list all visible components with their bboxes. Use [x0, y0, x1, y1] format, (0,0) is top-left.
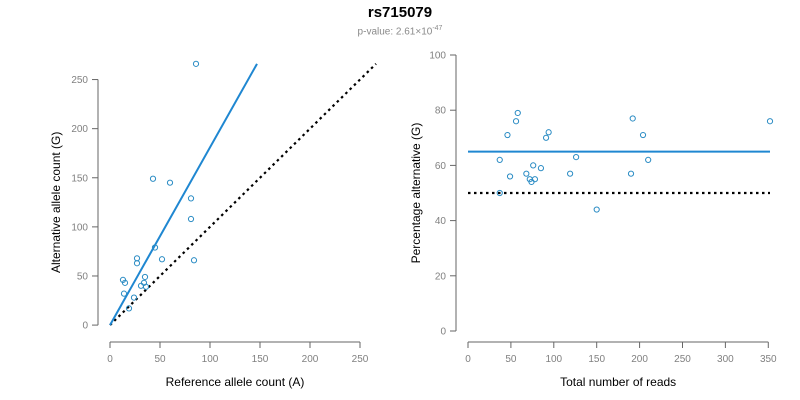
panel2-data-point: [504, 131, 511, 139]
panel2-data-point: [542, 134, 550, 141]
panel1-data-point: [130, 294, 138, 301]
panel1-data-point: [190, 257, 198, 264]
panel2-data-point: [627, 170, 635, 177]
panel1-data-point: [192, 60, 200, 67]
panel1-data-point: [121, 279, 129, 286]
panel2-y-tick-label: 0: [440, 327, 446, 338]
p-value-exponent: -47: [432, 25, 443, 32]
panel2-x-tick-label: 50: [505, 354, 517, 365]
panel1-x-tick-label: 200: [302, 354, 319, 365]
panel2-data-point: [766, 118, 774, 125]
panel1-data-point: [149, 175, 157, 182]
panel2-y-tick-label: 100: [429, 51, 446, 62]
panel2-data-point: [639, 131, 647, 139]
panel1-x-tick-label: 150: [252, 354, 269, 365]
panel1-y-tick-label: 150: [71, 173, 88, 184]
panel2-y-tick-label: 20: [435, 271, 447, 282]
panel1-x-tick-label: 0: [107, 354, 113, 365]
panel2-y-tick-label: 40: [435, 216, 447, 227]
panel2-x-tick-label: 200: [631, 354, 648, 365]
panel2-data-point: [523, 170, 530, 177]
panel2-y-tick-label: 80: [435, 106, 447, 117]
panel1-data-point: [125, 305, 133, 312]
panel1-x-tick-label: 50: [154, 354, 166, 365]
panel1-x-tick-label: 100: [202, 354, 219, 365]
panel2-data-point: [537, 165, 545, 172]
panel1-data-point: [187, 215, 195, 223]
panel2-x-tick-label: 250: [674, 354, 691, 365]
panel2-data-point: [496, 189, 503, 197]
panel1-y-tick-label: 200: [71, 124, 88, 135]
panel1-x-tick-label: 250: [352, 354, 369, 365]
panel2-y-tick-label: 60: [435, 161, 447, 172]
panel2-x-tick-label: 300: [717, 354, 734, 365]
panel2-data-point: [496, 156, 503, 163]
panel1-y-axis-title: Alternative allele count (G): [49, 132, 63, 273]
panel2-data-point: [566, 170, 574, 177]
panel2-data-point: [573, 154, 580, 161]
panel1-data-point: [151, 244, 159, 251]
panel2-data-point: [645, 156, 652, 163]
panel2-data-point: [530, 162, 537, 169]
panel2-data-point: [512, 118, 520, 125]
panel2-data-point: [506, 173, 514, 180]
chart-title: rs715079: [367, 4, 433, 21]
panel2-data-point: [514, 109, 521, 117]
panel1-y-tick-label: 0: [82, 321, 88, 332]
panel1-reference-line: [109, 63, 377, 326]
panel1-fit-line: [109, 63, 258, 326]
panel1-data-point: [141, 273, 149, 281]
panel2-y-axis-title: Percentage alternative (G): [409, 123, 423, 264]
panel1-data-point: [137, 282, 145, 289]
panel2-x-tick-label: 150: [588, 354, 605, 365]
panel2-x-axis-title: Total number of reads: [560, 375, 676, 389]
panel1-data-point: [187, 195, 195, 202]
panel1-data-point: [166, 179, 174, 186]
panel1-data-point: [142, 283, 150, 290]
panel2-data-point: [629, 115, 636, 122]
panel2-x-tick-label: 0: [465, 354, 471, 365]
panel1-y-tick-label: 50: [77, 271, 89, 282]
panel1-y-tick-label: 100: [71, 222, 88, 233]
panel2-data-point: [545, 129, 552, 136]
panel1-y-tick-label: 250: [71, 75, 88, 86]
panel1-x-axis-title: Reference allele count (A): [166, 375, 305, 389]
panel2-x-tick-label: 100: [545, 354, 562, 365]
chart-subtitle: p-value: 2.61×10-47: [0, 25, 800, 37]
p-value-text: p-value: 2.61×10: [357, 26, 433, 38]
panel2-data-point: [593, 206, 600, 213]
panel1-data-point: [158, 256, 166, 263]
panel1-data-point: [120, 290, 128, 297]
panel2-x-tick-label: 350: [760, 354, 777, 365]
panel2-data-point: [531, 176, 539, 183]
panel1-data-point: [133, 260, 141, 267]
